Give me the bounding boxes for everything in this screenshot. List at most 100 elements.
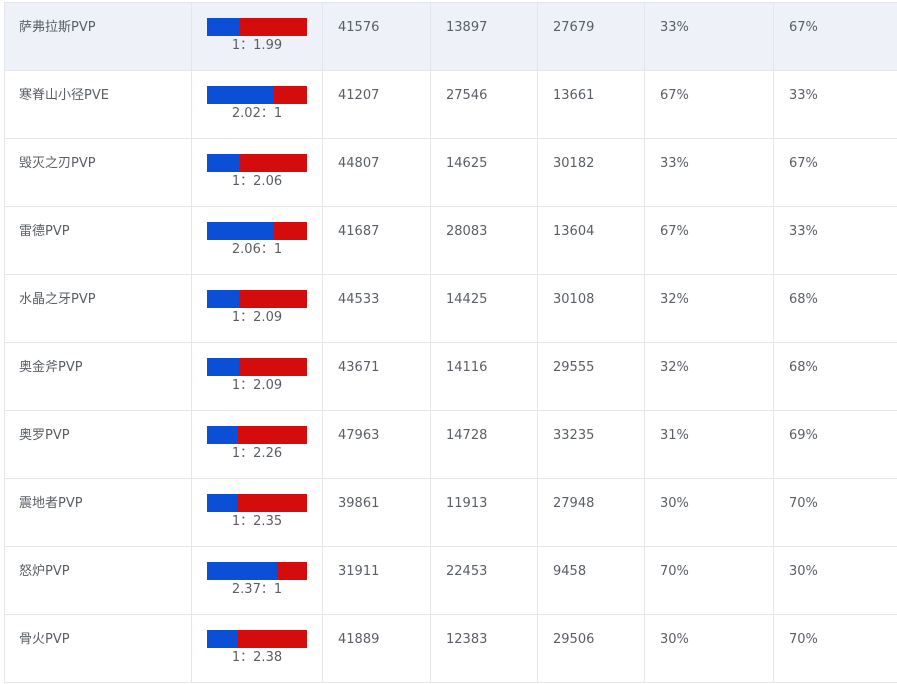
horde-share-bar (240, 154, 307, 172)
alliance-share-bar (207, 426, 238, 444)
alliance-share-bar (207, 494, 237, 512)
horde-count-cell: 30108 (538, 275, 645, 342)
table-row[interactable]: 萨弗拉斯PVP 1：1.99 41576 13897 27679 33% 67% (5, 3, 897, 71)
table-row[interactable]: 毁灭之刃PVP 1：2.06 44807 14625 30182 33% 67% (5, 139, 897, 207)
alliance-percent-cell: 32% (645, 275, 774, 342)
server-name: 水晶之牙PVP (19, 292, 96, 307)
alliance-share-bar (207, 154, 240, 172)
alliance-count: 28083 (446, 224, 488, 239)
server-name: 毁灭之刃PVP (19, 156, 96, 171)
total-count: 43671 (338, 360, 380, 375)
total-count: 41207 (338, 88, 380, 103)
horde-percent-cell: 68% (774, 343, 897, 410)
alliance-count: 14425 (446, 292, 488, 307)
horde-share-bar (239, 358, 307, 376)
alliance-percent-cell: 67% (645, 207, 774, 274)
horde-count: 33235 (553, 428, 595, 443)
horde-count: 29555 (553, 360, 595, 375)
horde-count-cell: 9458 (538, 547, 645, 614)
server-faction-table: 萨弗拉斯PVP 1：1.99 41576 13897 27679 33% 67%… (4, 2, 897, 683)
alliance-count: 11913 (446, 496, 488, 511)
alliance-percent-cell: 30% (645, 479, 774, 546)
table-row[interactable]: 骨火PVP 1：2.38 41889 12383 29506 30% 70% (5, 615, 897, 683)
server-name-cell: 奥金斧PVP (5, 343, 192, 410)
table-row[interactable]: 雷德PVP 2.06：1 41687 28083 13604 67% 33% (5, 207, 897, 275)
faction-ratio-text: 2.06：1 (231, 242, 283, 257)
faction-ratio-cell: 1：2.09 (192, 343, 323, 410)
alliance-count-cell: 14116 (431, 343, 538, 410)
horde-count-cell: 29506 (538, 615, 645, 682)
horde-percent-cell: 33% (774, 71, 897, 138)
horde-share-bar (277, 562, 307, 580)
server-name-cell: 水晶之牙PVP (5, 275, 192, 342)
server-name: 寒脊山小径PVE (19, 88, 109, 103)
horde-percent: 67% (789, 156, 818, 171)
horde-count: 30108 (553, 292, 595, 307)
total-count-cell: 41687 (323, 207, 431, 274)
table-row[interactable]: 奥金斧PVP 1：2.09 43671 14116 29555 32% 68% (5, 343, 897, 411)
server-name-cell: 寒脊山小径PVE (5, 71, 192, 138)
faction-ratio-text: 1：2.26 (231, 446, 283, 461)
horde-percent-cell: 33% (774, 207, 897, 274)
faction-ratio-text: 2.37：1 (231, 582, 283, 597)
horde-share-bar (274, 222, 307, 240)
alliance-percent: 30% (660, 632, 689, 647)
horde-percent-cell: 30% (774, 547, 897, 614)
total-count-cell: 41207 (323, 71, 431, 138)
alliance-count-cell: 14728 (431, 411, 538, 478)
horde-count-cell: 30182 (538, 139, 645, 206)
alliance-count-cell: 11913 (431, 479, 538, 546)
horde-count-cell: 33235 (538, 411, 645, 478)
horde-count: 9458 (553, 564, 587, 579)
faction-ratio-cell: 2.02：1 (192, 71, 323, 138)
total-count-cell: 43671 (323, 343, 431, 410)
alliance-percent-cell: 70% (645, 547, 774, 614)
horde-share-bar (237, 630, 307, 648)
total-count: 41576 (338, 20, 380, 35)
alliance-percent-cell: 67% (645, 71, 774, 138)
alliance-percent: 33% (660, 156, 689, 171)
faction-ratio-bar (207, 426, 307, 444)
server-name-cell: 震地者PVP (5, 479, 192, 546)
horde-share-bar (274, 86, 307, 104)
horde-percent-cell: 68% (774, 275, 897, 342)
faction-ratio-bar (207, 562, 307, 580)
faction-ratio-bar (207, 222, 307, 240)
horde-share-bar (237, 494, 307, 512)
horde-count-cell: 27679 (538, 3, 645, 70)
alliance-percent-cell: 32% (645, 343, 774, 410)
faction-ratio-text: 1：2.06 (231, 174, 283, 189)
horde-percent: 67% (789, 20, 818, 35)
table-row[interactable]: 震地者PVP 1：2.35 39861 11913 27948 30% 70% (5, 479, 897, 547)
alliance-percent: 32% (660, 360, 689, 375)
alliance-percent-cell: 33% (645, 139, 774, 206)
server-name-cell: 奥罗PVP (5, 411, 192, 478)
total-count: 44533 (338, 292, 380, 307)
server-name: 萨弗拉斯PVP (19, 20, 96, 35)
alliance-share-bar (207, 222, 274, 240)
total-count: 41889 (338, 632, 380, 647)
alliance-count: 22453 (446, 564, 488, 579)
horde-count: 29506 (553, 632, 595, 647)
table-row[interactable]: 奥罗PVP 1：2.26 47963 14728 33235 31% 69% (5, 411, 897, 479)
faction-ratio-cell: 1：2.09 (192, 275, 323, 342)
alliance-count: 12383 (446, 632, 488, 647)
alliance-count-cell: 14425 (431, 275, 538, 342)
horde-percent: 70% (789, 496, 818, 511)
horde-percent: 33% (789, 224, 818, 239)
horde-count-cell: 13604 (538, 207, 645, 274)
alliance-percent-cell: 31% (645, 411, 774, 478)
faction-ratio-text: 1：2.38 (231, 650, 283, 665)
total-count: 41687 (338, 224, 380, 239)
table-row[interactable]: 寒脊山小径PVE 2.02：1 41207 27546 13661 67% 33… (5, 71, 897, 139)
horde-percent-cell: 70% (774, 615, 897, 682)
server-name: 雷德PVP (19, 224, 70, 239)
alliance-share-bar (207, 290, 239, 308)
horde-percent-cell: 67% (774, 3, 897, 70)
faction-ratio-bar (207, 290, 307, 308)
server-name-cell: 怒炉PVP (5, 547, 192, 614)
table-row[interactable]: 水晶之牙PVP 1：2.09 44533 14425 30108 32% 68% (5, 275, 897, 343)
table-row[interactable]: 怒炉PVP 2.37：1 31911 22453 9458 70% 30% (5, 547, 897, 615)
total-count-cell: 31911 (323, 547, 431, 614)
total-count: 44807 (338, 156, 380, 171)
